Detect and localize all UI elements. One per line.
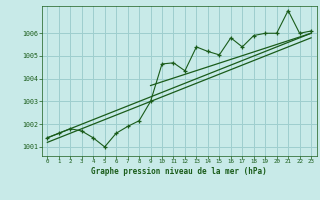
X-axis label: Graphe pression niveau de la mer (hPa): Graphe pression niveau de la mer (hPa) bbox=[91, 167, 267, 176]
